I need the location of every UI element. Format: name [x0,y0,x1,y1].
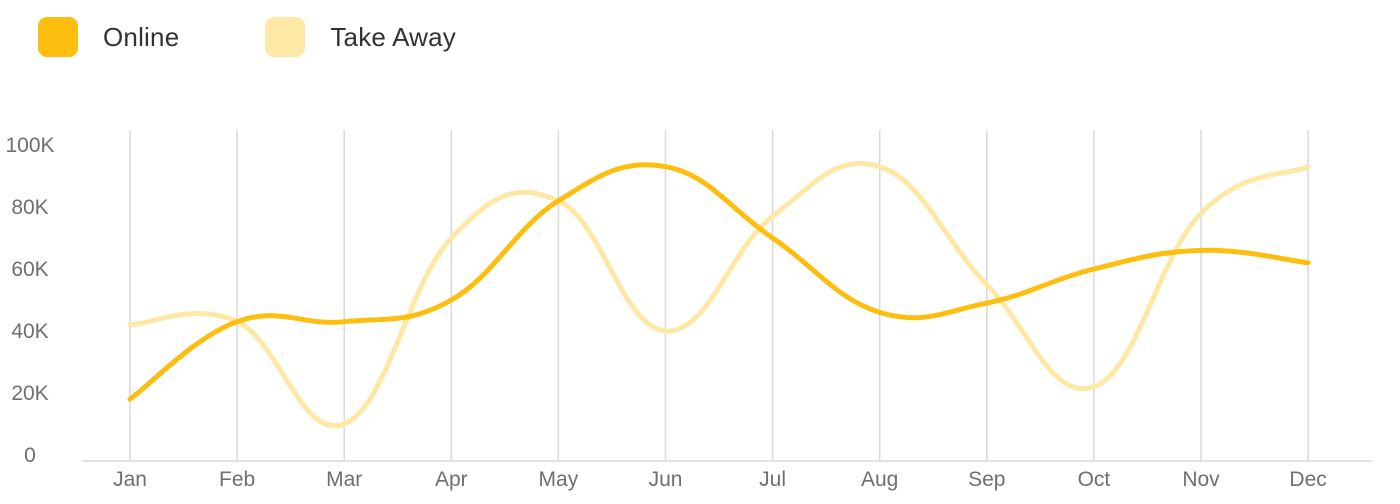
legend-swatch-online [38,17,78,57]
y-tick-label: 100K [5,134,54,157]
x-tick-label-oct: Oct [1078,468,1111,491]
x-tick-label-mar: Mar [326,468,362,491]
y-tick-label: 60K [11,258,48,281]
x-tick-label-jan: Jan [113,468,147,491]
y-axis-ticks: 0 20K 40K 60K 80K 100K [5,134,54,467]
x-axis-ticks: Jan Feb Mar Apr May Jun Jul Aug Sep Oct Nov Dec [113,468,1327,491]
x-tick-label-feb: Feb [219,468,255,491]
x-tick-label-apr: Apr [435,468,468,491]
y-tick-label: 0 [24,444,36,467]
series-lines [127,160,1311,429]
y-tick-label: 40K [11,320,48,343]
y-tick-label: 20K [11,382,48,405]
y-tick-label: 80K [11,196,48,219]
chart-legend: Online Take Away [38,17,542,57]
series-line-online[interactable] [127,162,1311,402]
x-tick-label-dec: Dec [1289,468,1326,491]
x-tick-label-jun: Jun [649,468,683,491]
x-tick-label-aug: Aug [861,468,898,491]
legend-label-online: Online [103,21,180,52]
series-line-take-away[interactable] [127,160,1311,429]
grid-lines [129,130,1309,461]
x-tick-label-jul: Jul [759,468,786,491]
legend-item-takeaway[interactable]: Take Away [265,17,456,57]
x-tick-label-may: May [539,468,579,491]
legend-swatch-takeaway [265,17,306,57]
x-tick-label-nov: Nov [1182,468,1220,491]
x-tick-label-sep: Sep [968,468,1005,491]
legend-label-takeaway: Take Away [330,21,456,52]
legend-item-online[interactable]: Online [38,17,179,57]
